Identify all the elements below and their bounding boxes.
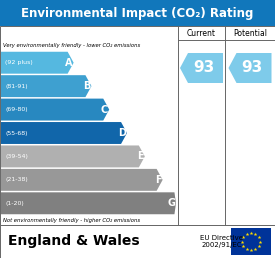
- Bar: [0, 225, 275, 258]
- Text: (1-20): (1-20): [5, 201, 24, 206]
- Text: D: D: [118, 128, 126, 138]
- Polygon shape: [229, 53, 271, 83]
- Bar: [231, 228, 271, 255]
- Text: (39-54): (39-54): [5, 154, 28, 159]
- Bar: [0, 0, 275, 26]
- Polygon shape: [180, 53, 223, 83]
- Text: 93: 93: [241, 60, 263, 76]
- Polygon shape: [1, 169, 163, 191]
- Polygon shape: [1, 146, 145, 167]
- Text: EU Directive
2002/91/EC: EU Directive 2002/91/EC: [200, 235, 243, 248]
- Polygon shape: [1, 99, 109, 120]
- Text: E: E: [137, 151, 144, 162]
- Text: A: A: [65, 58, 73, 68]
- Text: Potential: Potential: [233, 28, 267, 37]
- Text: (55-68): (55-68): [5, 131, 28, 135]
- Text: C: C: [101, 104, 108, 115]
- Text: England & Wales: England & Wales: [8, 235, 140, 248]
- Text: 93: 93: [193, 60, 214, 76]
- Bar: [0, 26, 275, 225]
- Text: Current: Current: [187, 28, 216, 37]
- Text: G: G: [167, 198, 175, 208]
- Text: Environmental Impact (CO₂) Rating: Environmental Impact (CO₂) Rating: [21, 6, 254, 20]
- Text: (92 plus): (92 plus): [5, 60, 33, 65]
- Text: B: B: [83, 81, 90, 91]
- Polygon shape: [1, 52, 74, 74]
- Text: (81-91): (81-91): [5, 84, 28, 89]
- Polygon shape: [1, 192, 176, 214]
- Text: F: F: [155, 175, 162, 185]
- Polygon shape: [1, 75, 92, 97]
- Text: Very environmentally friendly - lower CO₂ emissions: Very environmentally friendly - lower CO…: [3, 43, 140, 48]
- Text: (21-38): (21-38): [5, 177, 28, 182]
- Polygon shape: [1, 122, 127, 144]
- Text: (69-80): (69-80): [5, 107, 28, 112]
- Text: Not environmentally friendly - higher CO₂ emissions: Not environmentally friendly - higher CO…: [3, 218, 140, 223]
